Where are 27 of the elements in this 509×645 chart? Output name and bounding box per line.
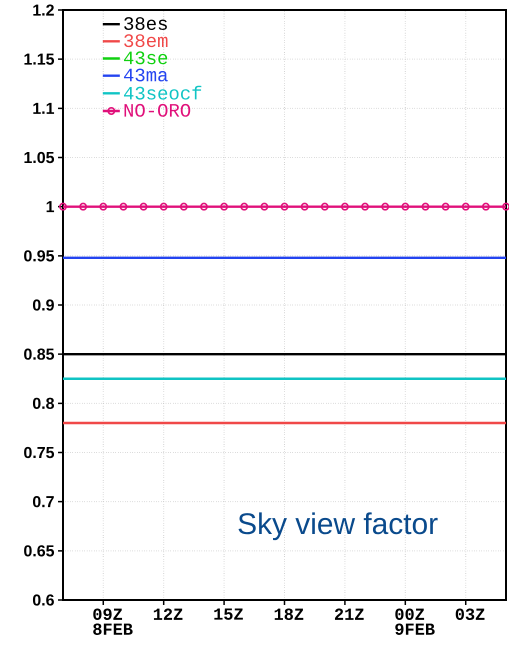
- y-tick-label: 0.95: [24, 250, 54, 262]
- y-tick-label: 0.65: [24, 545, 54, 556]
- x-tick-label: 09Z 8FEB: [93, 608, 133, 635]
- y-tick-label: 0.9: [32, 299, 54, 311]
- y-tick-label: 0.8: [32, 398, 54, 409]
- x-tick-label: 18Z: [274, 608, 304, 620]
- legend-label: 38es: [124, 17, 167, 30]
- legend-label: 43se: [124, 51, 168, 64]
- legend-label: 38em: [124, 34, 168, 48]
- x-tick-label: 15Z: [214, 608, 243, 620]
- annotation: Sky view factor: [238, 512, 438, 540]
- y-tick-label: 1.2: [33, 4, 54, 16]
- y-tick-label: 1: [46, 201, 54, 212]
- legend-label: NO-ORO: [124, 104, 190, 117]
- y-tick-label: 0.6: [32, 594, 54, 606]
- y-tick-label: 1.15: [24, 54, 54, 65]
- y-tick-label: 0.7: [32, 496, 54, 508]
- x-tick-label: 21Z: [334, 608, 364, 620]
- x-tick-label: 12Z: [154, 608, 182, 620]
- y-tick-label: 1.05: [24, 152, 54, 164]
- legend-label: 43ma: [124, 68, 168, 82]
- x-tick-label: 03Z: [456, 608, 484, 620]
- y-tick-label: 0.85: [24, 348, 54, 360]
- y-tick-label: 1.1: [33, 102, 54, 114]
- y-tick-label: 0.75: [24, 446, 54, 458]
- x-tick-label: 00Z 9FEB: [395, 608, 435, 635]
- legend-label: 43seocf: [124, 86, 202, 100]
